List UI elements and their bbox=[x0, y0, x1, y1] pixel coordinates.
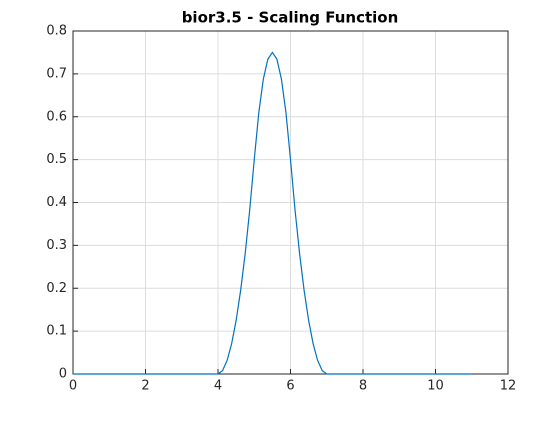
x-tick-label: 8 bbox=[359, 379, 367, 394]
y-tick-label: 0.8 bbox=[46, 24, 67, 39]
x-tick-label: 10 bbox=[427, 379, 444, 394]
x-tick-label: 12 bbox=[500, 379, 517, 394]
chart-title: bior3.5 - Scaling Function bbox=[182, 9, 399, 27]
y-tick-label: 0.1 bbox=[46, 324, 67, 339]
x-tick-label: 2 bbox=[141, 379, 149, 394]
y-tick-label: 0.7 bbox=[46, 66, 67, 81]
x-tick-label: 4 bbox=[214, 379, 222, 394]
axes-box bbox=[72, 30, 509, 375]
data-line bbox=[73, 51, 472, 375]
x-tick-label: 0 bbox=[69, 379, 77, 394]
y-tick-label: 0.5 bbox=[46, 152, 67, 167]
y-tick-label: 0.6 bbox=[46, 109, 67, 124]
x-tick-label: 6 bbox=[286, 379, 294, 394]
y-tick-label: 0 bbox=[59, 367, 67, 382]
y-tick-label: 0.4 bbox=[46, 195, 67, 210]
y-tick-label: 0.3 bbox=[46, 238, 67, 253]
y-tick-label: 0.2 bbox=[46, 281, 67, 296]
